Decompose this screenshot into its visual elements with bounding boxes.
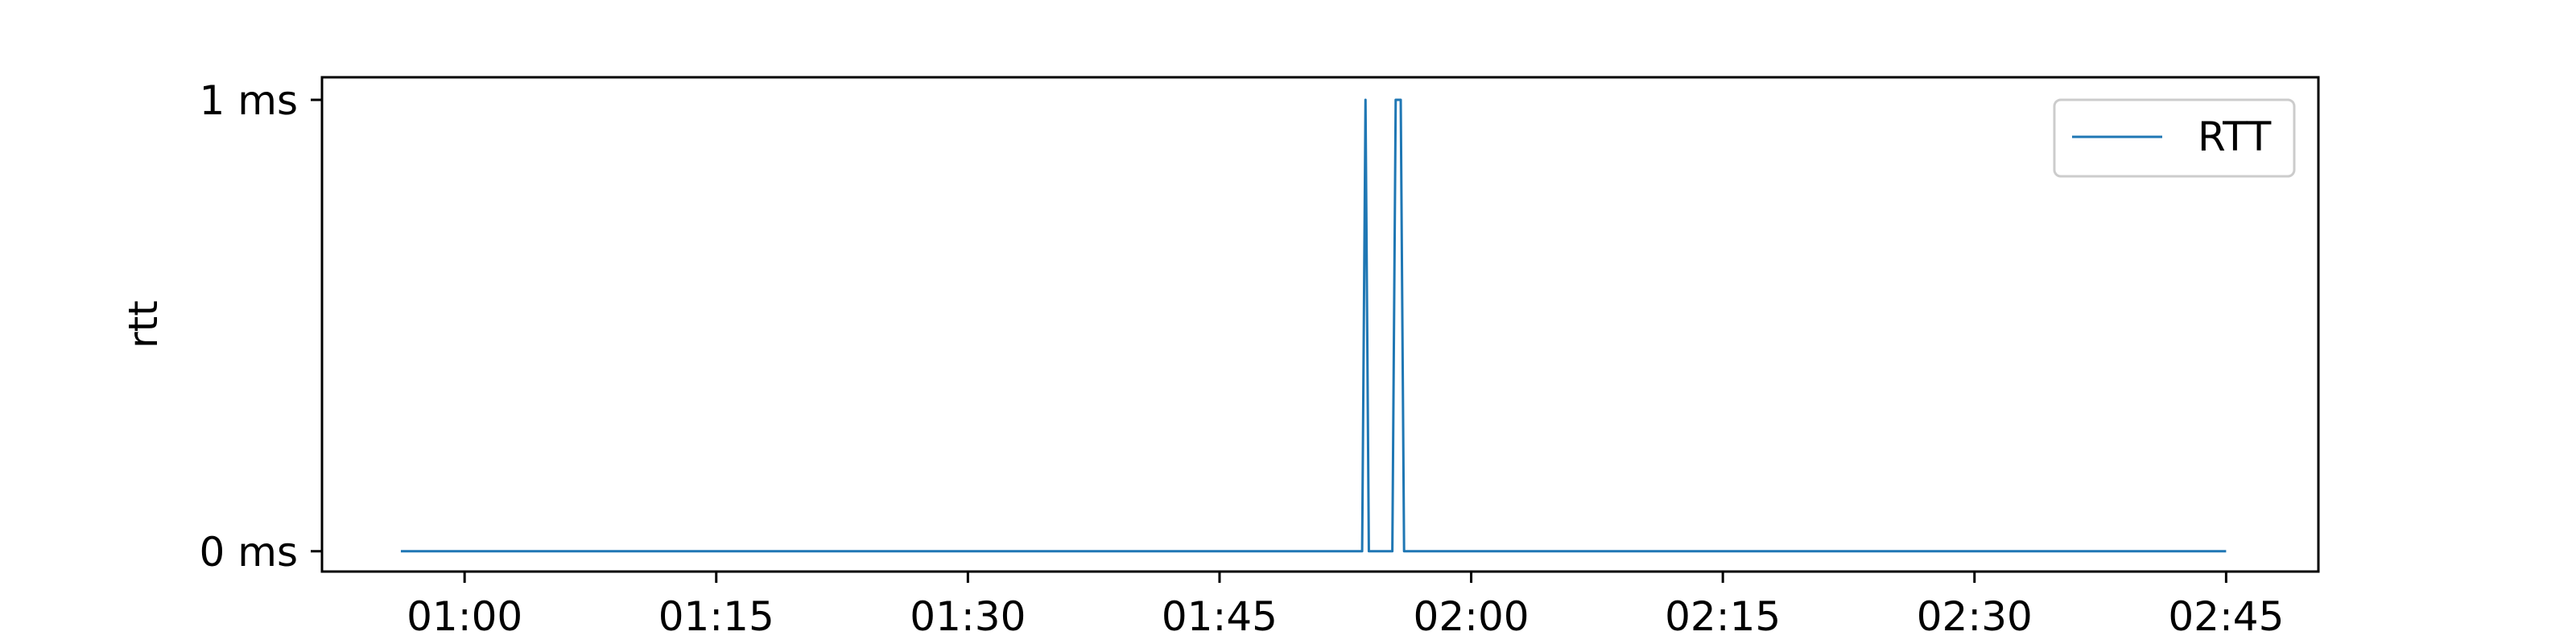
y-axis: 0 ms 1 ms	[200, 77, 322, 576]
x-tick-label: 01:30	[910, 593, 1026, 640]
axes-frame	[320, 76, 2320, 573]
y-axis-label: rtt	[120, 300, 167, 349]
legend-series-label: RTT	[2198, 114, 2272, 160]
legend: RTT	[2053, 98, 2296, 178]
y-tick-label: 1 ms	[200, 77, 298, 124]
x-tick-label: 01:45	[1162, 593, 1278, 640]
x-tick-label: 02:00	[1414, 593, 1530, 640]
x-tick-label: 01:00	[407, 593, 522, 640]
legend-box	[2053, 98, 2296, 178]
series-line-rtt	[400, 98, 2227, 553]
x-tick-label: 02:45	[2168, 593, 2284, 640]
x-tick-label: 02:15	[1665, 593, 1781, 640]
x-tick-label: 01:15	[658, 593, 774, 640]
x-axis: 01:00 01:15 01:30 01:45 02:00 02:15 02:30 02:45	[407, 572, 2284, 640]
y-tick-label: 0 ms	[200, 529, 298, 576]
x-tick-label: 02:30	[1917, 593, 2033, 640]
plot-area	[400, 98, 2227, 553]
